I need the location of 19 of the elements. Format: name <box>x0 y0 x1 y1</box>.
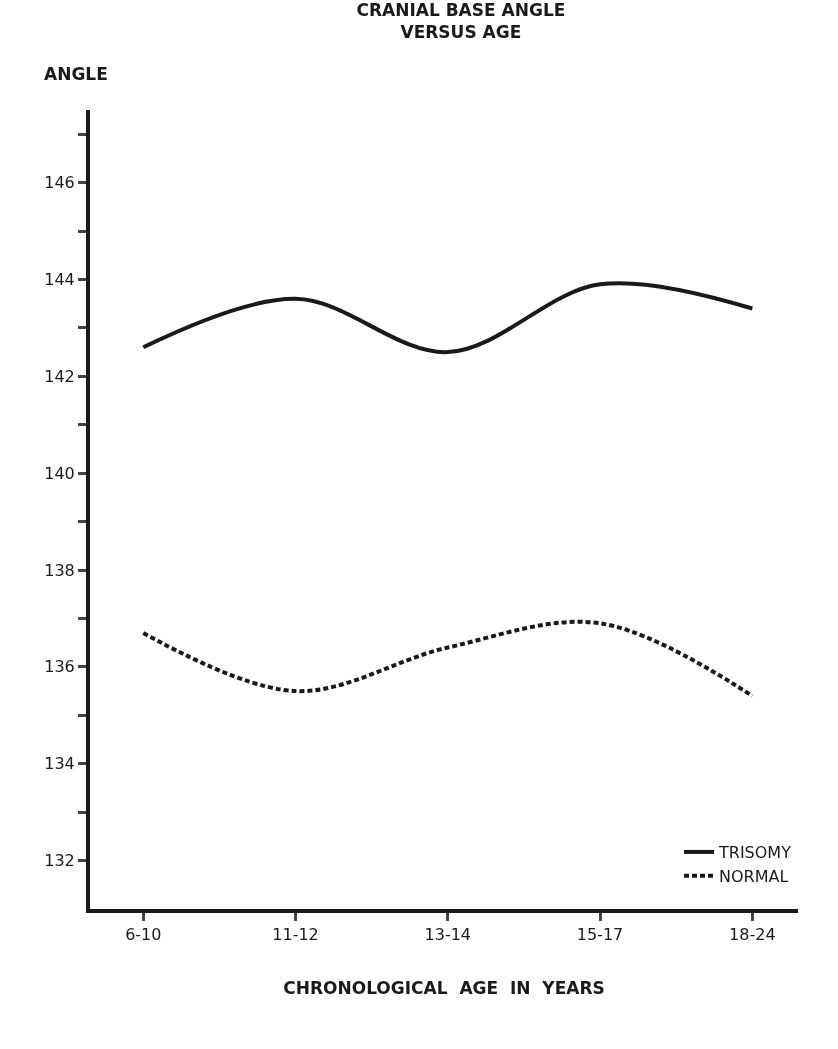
x-axis-title: CHRONOLOGICAL AGE IN YEARS <box>283 978 605 999</box>
y-tick-label: 142 <box>44 366 75 386</box>
x-tick-label: 11-12 <box>272 925 319 945</box>
y-tick-label: 140 <box>44 463 75 483</box>
line-series <box>141 281 755 355</box>
y-tick-label: 146 <box>44 173 75 193</box>
y-tick-label: 138 <box>44 560 75 580</box>
y-axis-title: ANGLE <box>44 64 108 84</box>
x-tick-label: 18-24 <box>729 925 776 945</box>
y-tick-label: 132 <box>44 851 75 871</box>
y-tick-label: 134 <box>44 754 75 774</box>
y-tick-label: 136 <box>44 657 75 677</box>
legend-label: NORMAL <box>719 866 789 886</box>
x-tick-label: 6-10 <box>125 925 162 945</box>
x-tick-label: 15-17 <box>576 925 624 945</box>
x-tick-label: 13-14 <box>424 925 472 945</box>
legend-label: TRISOMY <box>718 843 792 863</box>
chart-title: CRANIAL BASE ANGLE VERSUS AGE <box>356 0 566 42</box>
y-tick-label: 144 <box>44 270 75 290</box>
